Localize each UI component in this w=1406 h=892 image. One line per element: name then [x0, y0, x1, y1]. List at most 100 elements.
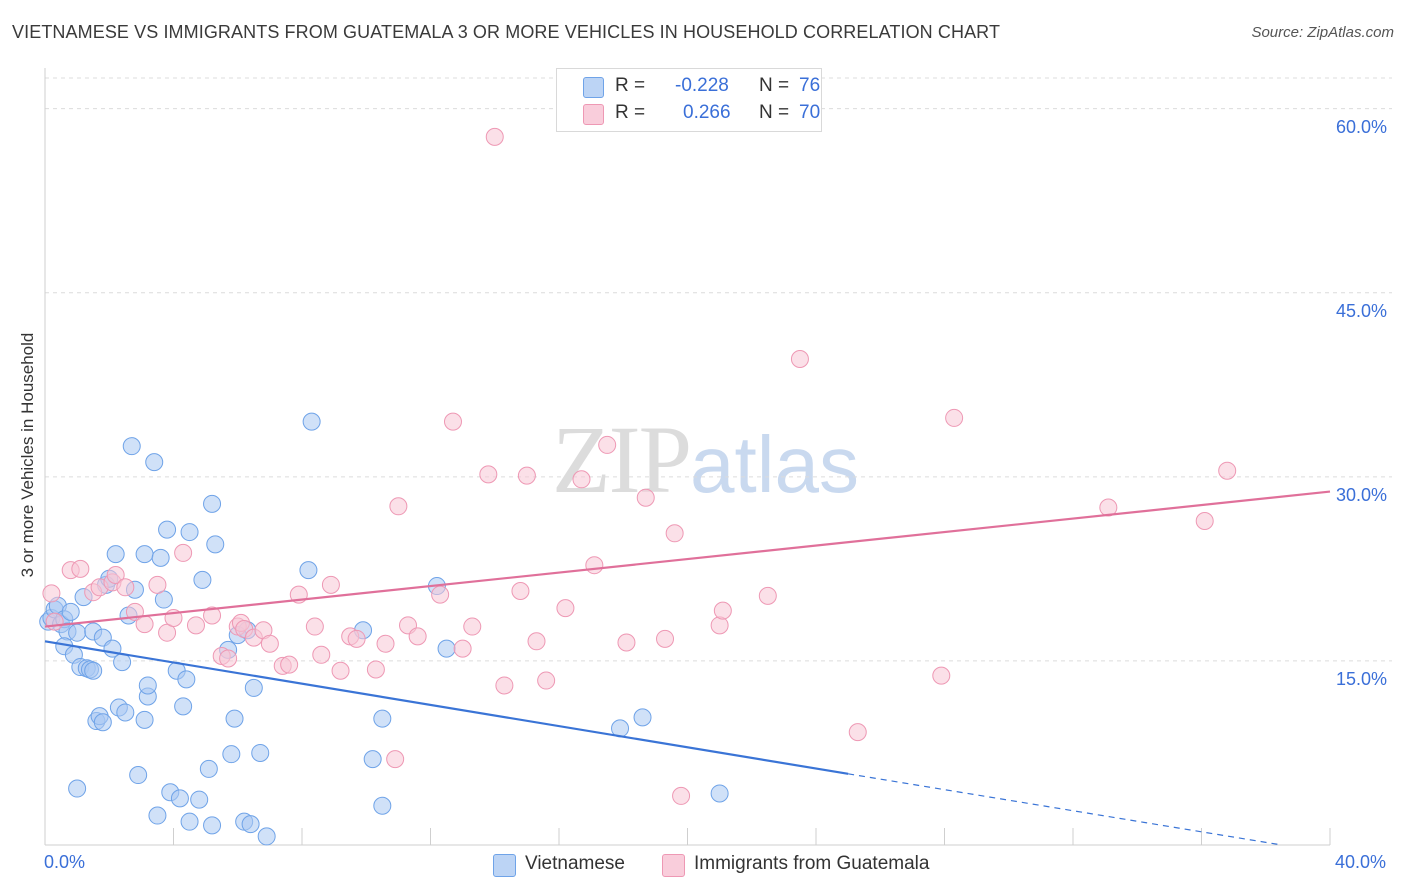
y-axis-label: 3 or more Vehicles in Household — [18, 332, 37, 578]
series-swatch-vietnamese — [493, 854, 516, 877]
guatemala-point — [347, 629, 366, 648]
vietnamese-point — [241, 815, 260, 834]
guatemala-point — [321, 575, 340, 594]
legend-r-label: R = — [615, 102, 646, 123]
vietnamese-point — [373, 709, 392, 728]
guatemala-point — [260, 634, 279, 653]
legend-n-label: N = — [759, 75, 790, 96]
legend-n-value: 76 — [799, 75, 821, 96]
series-name-guatemala: Immigrants from Guatemala — [694, 853, 930, 874]
vietnamese-point — [68, 779, 87, 798]
guatemala-point — [148, 575, 167, 594]
watermark: ZIPatlas — [552, 404, 859, 515]
guatemala-point — [443, 412, 462, 431]
guatemala-point — [537, 671, 556, 690]
guatemala-point — [710, 616, 729, 635]
vietnamese-point — [135, 710, 154, 729]
guatemala-point — [186, 616, 205, 635]
vietnamese-point — [437, 639, 456, 658]
guatemala-point — [672, 786, 691, 805]
vietnamese-point — [222, 745, 241, 764]
legend-r-label: R = — [615, 75, 646, 96]
guatemala-point — [219, 649, 238, 668]
guatemala-point — [366, 660, 385, 679]
source-label: Source: ZipAtlas.com — [1251, 24, 1394, 41]
guatemala-point — [408, 627, 427, 646]
vietnamese-trend-line — [44, 640, 849, 775]
watermark-atlas: atlas — [690, 420, 859, 509]
vietnamese-point — [199, 759, 218, 778]
guatemala-point — [945, 408, 964, 427]
vietnamese-point — [135, 545, 154, 564]
vietnamese-point — [106, 545, 125, 564]
guatemala-point — [1195, 512, 1214, 531]
legend-n-value: 70 — [799, 102, 821, 123]
guatemala-point — [848, 723, 867, 742]
vietnamese-point — [113, 653, 132, 672]
vietnamese-point — [138, 676, 157, 695]
x-tick-label-min: 0.0% — [44, 852, 86, 872]
guatemala-point — [485, 127, 504, 146]
y-tick-label: 30.0% — [1336, 484, 1388, 505]
guatemala-point — [636, 488, 655, 507]
vietnamese-point — [116, 703, 135, 722]
guatemala-point — [758, 586, 777, 605]
guatemala-point — [305, 617, 324, 636]
vietnamese-point — [206, 535, 225, 554]
guatemala-point — [386, 750, 405, 769]
legend-r-value: 0.266 — [683, 102, 731, 123]
vietnamese-point — [251, 743, 270, 762]
vietnamese-point — [302, 412, 321, 431]
guatemala-point — [106, 566, 125, 585]
guatemala-point — [431, 585, 450, 604]
vietnamese-point — [203, 494, 222, 513]
chart-title: VIETNAMESE VS IMMIGRANTS FROM GUATEMALA … — [12, 22, 1001, 42]
vietnamese-point — [129, 766, 148, 785]
vietnamese-point — [363, 750, 382, 769]
legend-swatch-guatemala — [583, 104, 604, 125]
guatemala-point — [1099, 498, 1118, 517]
vietnamese-point — [710, 784, 729, 803]
guatemala-point — [389, 497, 408, 516]
vietnamese-point — [84, 661, 103, 680]
vietnamese-point — [170, 789, 189, 808]
guatemala-point — [463, 617, 482, 636]
guatemala-point — [42, 584, 61, 603]
guatemala-point — [453, 639, 472, 658]
guatemala-point — [585, 556, 604, 575]
guatemala-point — [932, 666, 951, 685]
y-tick-label: 60.0% — [1336, 116, 1388, 137]
guatemala-point — [479, 465, 498, 484]
vietnamese-point — [151, 548, 170, 567]
guatemala-point — [495, 676, 514, 695]
vietnamese-point — [190, 790, 209, 809]
x-tick-label-max: 40.0% — [1335, 852, 1387, 872]
guatemala-point — [331, 661, 350, 680]
vietnamese-point — [148, 806, 167, 825]
legend-n-label: N = — [759, 102, 790, 123]
vietnamese-point — [158, 520, 177, 539]
guatemala-point — [312, 645, 331, 664]
y-tick-label: 45.0% — [1336, 300, 1388, 321]
guatemala-point — [527, 632, 546, 651]
guatemala-point — [598, 435, 617, 454]
guatemala-point — [517, 466, 536, 485]
vietnamese-point — [174, 697, 193, 716]
series-swatch-guatemala — [662, 854, 685, 877]
y-tick-label: 15.0% — [1336, 668, 1388, 689]
guatemala-point — [45, 612, 64, 631]
vietnamese-point — [225, 709, 244, 728]
vietnamese-point — [180, 812, 199, 831]
guatemala-point — [713, 601, 732, 620]
guatemala-point — [71, 559, 90, 578]
guatemala-point — [376, 634, 395, 653]
legend-swatch-vietnamese — [583, 77, 604, 98]
guatemala-point — [174, 543, 193, 562]
vietnamese-point — [203, 816, 222, 835]
vietnamese-point — [373, 796, 392, 815]
vietnamese-point — [93, 713, 112, 732]
vietnamese-point — [61, 602, 80, 621]
guatemala-trend-line — [44, 490, 1331, 628]
guatemala-point — [790, 350, 809, 369]
